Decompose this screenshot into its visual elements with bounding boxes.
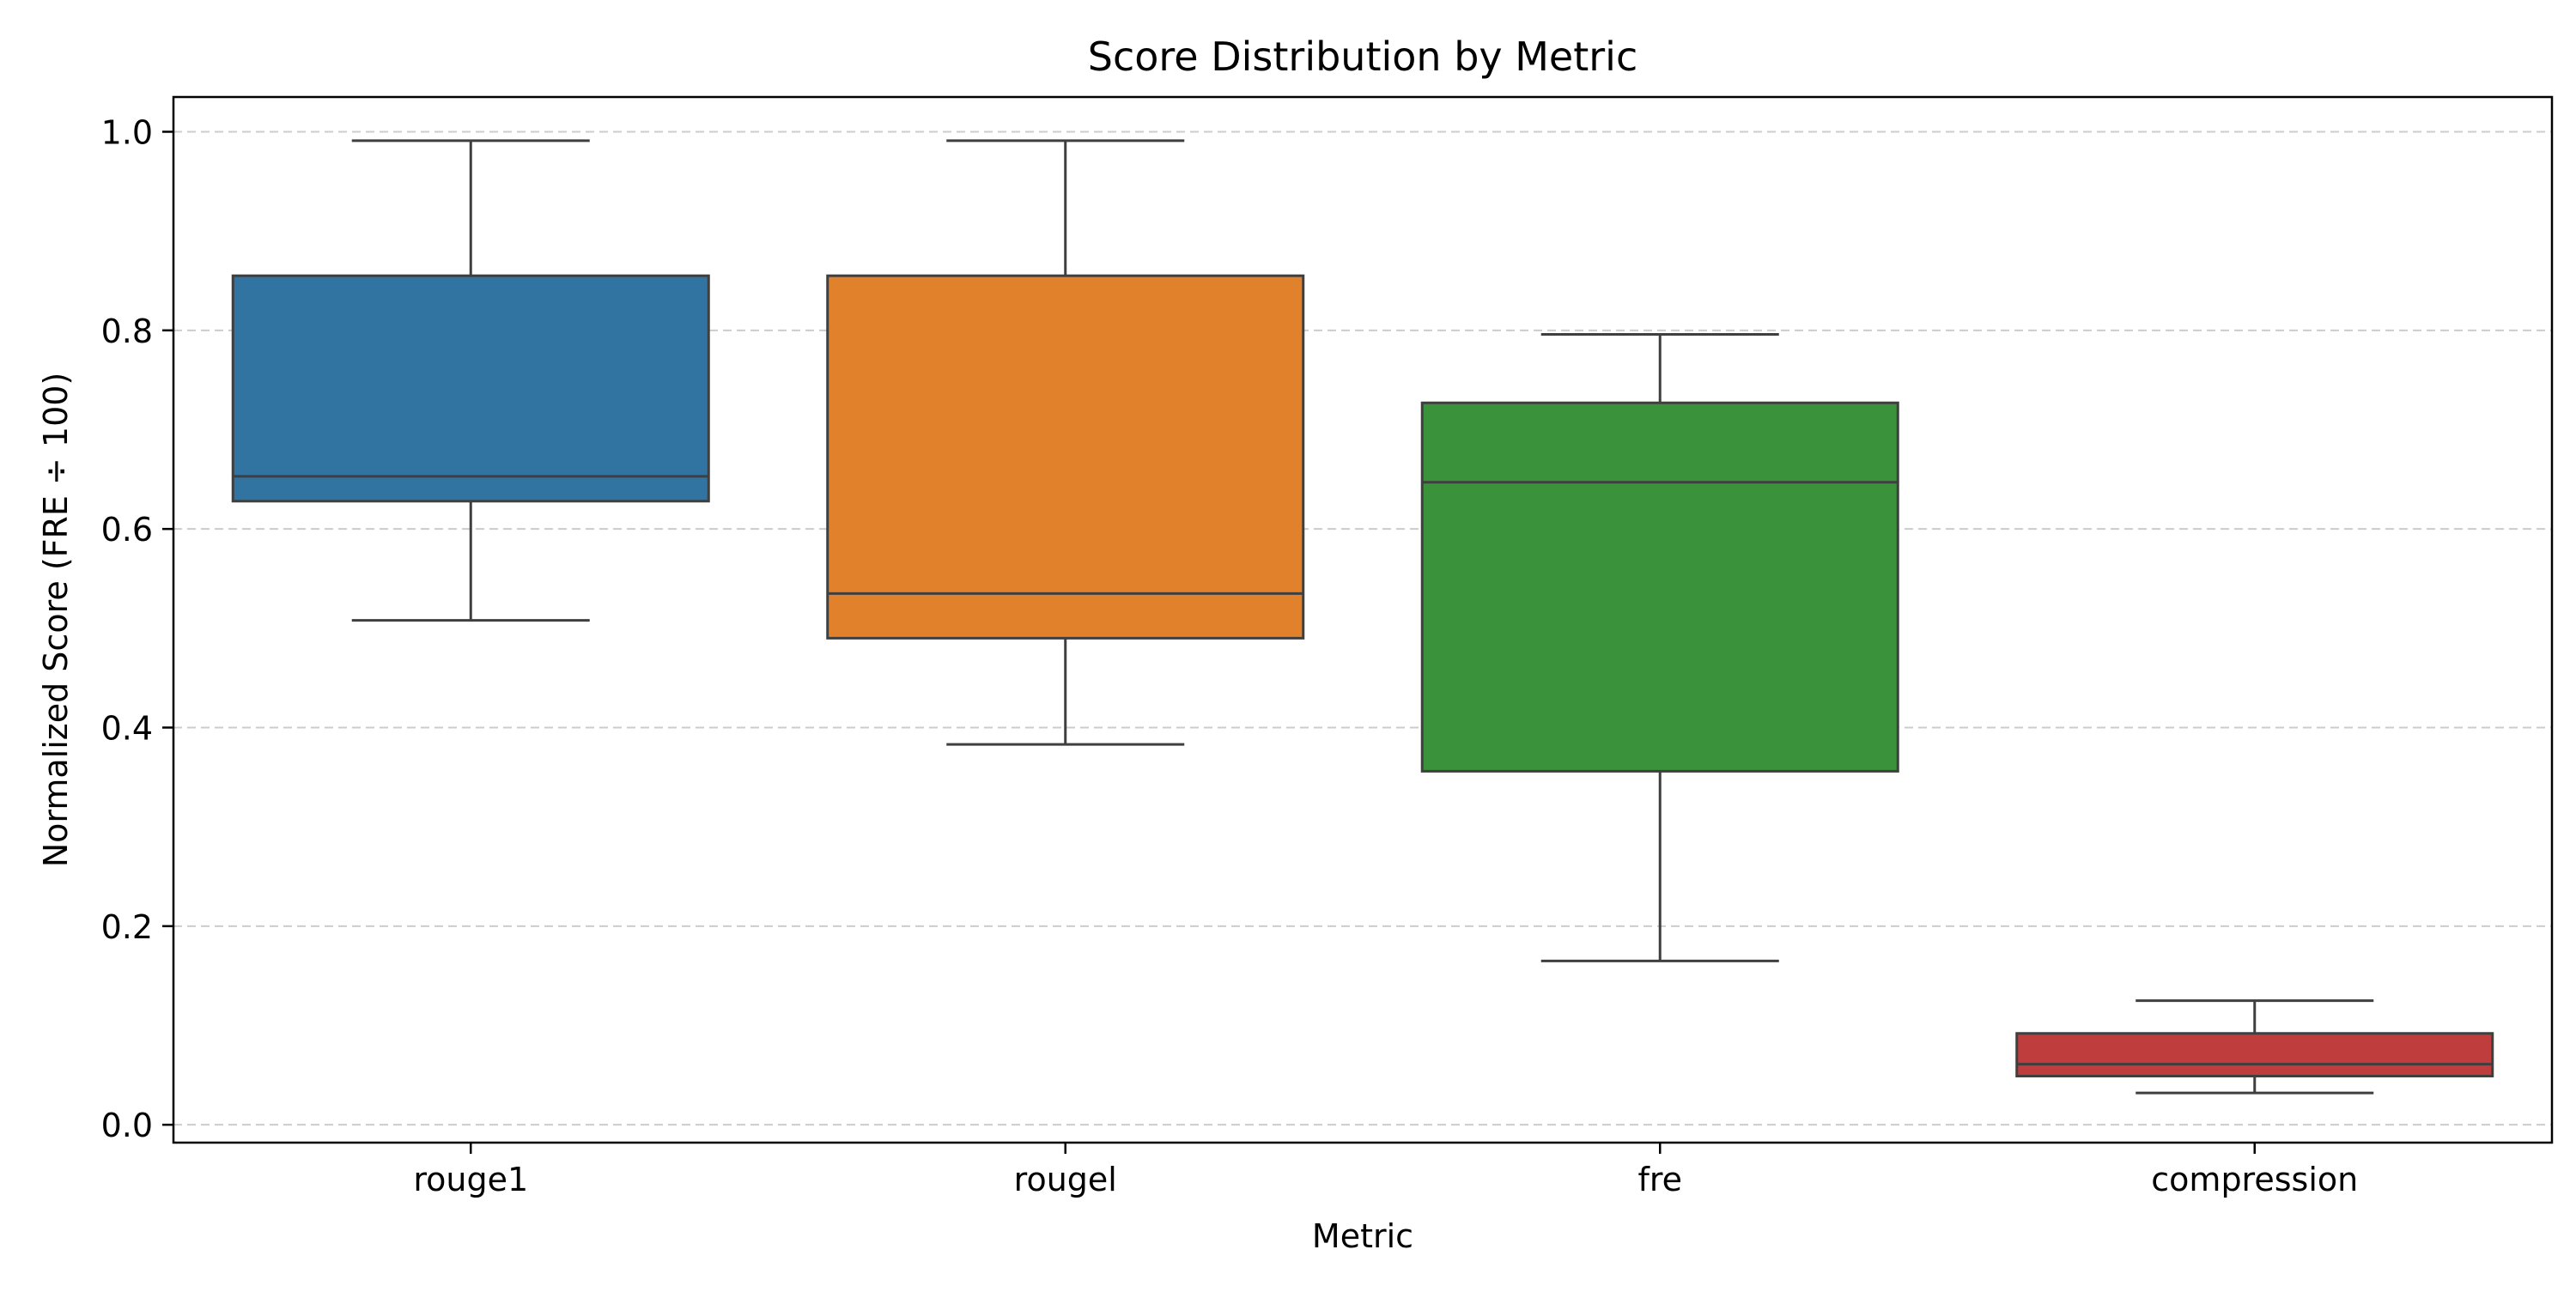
y-tick-label: 0.6	[101, 511, 153, 549]
y-axis-label: Normalized Score (FRE ÷ 100)	[37, 373, 75, 868]
y-axis-ticks: 0.0 0.2 0.4 0.6 0.8 1.0	[101, 113, 173, 1144]
iqr-box	[1420, 401, 1899, 773]
x-axis-label: Metric	[1312, 1217, 1413, 1255]
x-axis-ticks: rouge1 rougel fre compression	[413, 1143, 2358, 1198]
y-tick-label: 0.2	[101, 908, 153, 946]
box-rouge1	[231, 139, 710, 622]
y-tick-label: 0.8	[101, 312, 153, 350]
y-tick-label: 0.0	[101, 1107, 153, 1144]
plot-frame	[172, 95, 2554, 1144]
boxes	[231, 139, 2494, 1095]
x-tick-label: fre	[1637, 1161, 1682, 1198]
y-tick-label: 1.0	[101, 113, 153, 151]
chart-title: Score Distribution by Metric	[1088, 33, 1638, 80]
iqr-box	[826, 274, 1305, 640]
x-tick-label: rougel	[1014, 1161, 1117, 1198]
iqr-box	[231, 274, 710, 503]
box-compression	[2015, 999, 2494, 1095]
x-tick-label: rouge1	[413, 1161, 528, 1198]
grid-lines	[173, 130, 2552, 1126]
x-tick-label: compression	[2151, 1161, 2358, 1198]
y-tick-label: 0.4	[101, 710, 153, 748]
box-rougel	[826, 139, 1305, 746]
box-fre	[1420, 332, 1899, 962]
iqr-box	[2015, 1032, 2494, 1078]
